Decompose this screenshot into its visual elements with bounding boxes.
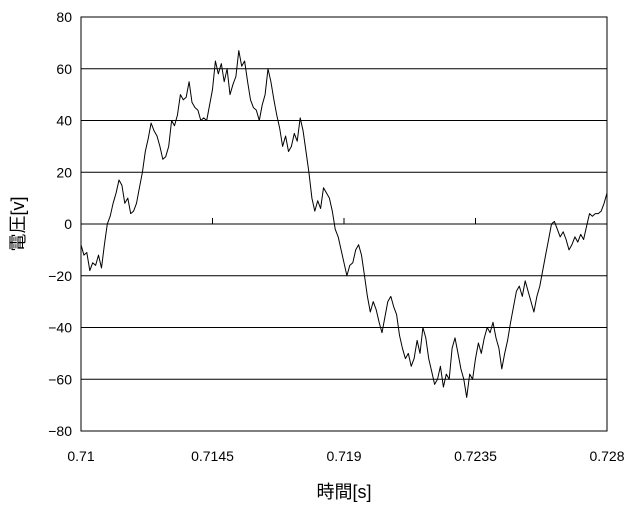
y-axis-title: 電圧[v] (8, 196, 28, 251)
y-tick-label: 0 (64, 216, 72, 232)
x-tick-label: 0.71 (67, 448, 94, 464)
y-tick-label: −40 (48, 320, 72, 336)
y-tick-label: 20 (56, 164, 72, 180)
y-tick-label: −80 (48, 423, 72, 439)
x-tick-label: 0.719 (326, 448, 361, 464)
y-tick-label: 40 (56, 113, 72, 129)
y-tick-label: 60 (56, 61, 72, 77)
plot-area-frame (80, 16, 608, 432)
series-line (80, 50, 608, 398)
y-tick-label: 80 (56, 9, 72, 25)
y-tick-label: −20 (48, 268, 72, 284)
x-tick-label: 0.7145 (191, 448, 234, 464)
x-axis-ticks: 0.71 0.7145 0.719 0.7235 0.728 (67, 448, 624, 464)
y-axis-ticks: 80 60 40 20 0 −20 −40 −60 −80 (48, 9, 72, 439)
y-tick-label: −60 (48, 371, 72, 387)
x-axis-title: 時間[s] (316, 482, 371, 502)
x-tick-label: 0.728 (589, 448, 624, 464)
x-tick-label: 0.7235 (454, 448, 497, 464)
grid-lines (81, 16, 607, 432)
series-layer (80, 50, 608, 398)
